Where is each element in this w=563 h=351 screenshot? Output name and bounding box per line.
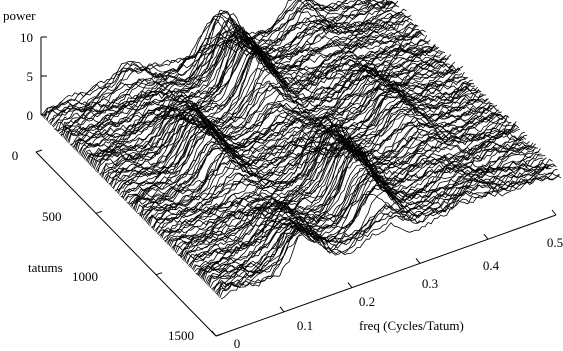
surface-slice [217, 168, 558, 296]
surface-slice [52, 1, 394, 128]
surface-slice [109, 61, 450, 186]
surface-slice [202, 157, 543, 281]
surface-slice [50, 0, 385, 126]
y-axis [35, 151, 217, 337]
surface-slice [219, 174, 561, 298]
z-tick-label: 5 [27, 69, 34, 84]
surface-slice [73, 21, 414, 149]
surface-slice [204, 153, 546, 284]
surface-slice [161, 111, 502, 239]
z-axis-label: power [3, 8, 36, 23]
x-tick [551, 209, 557, 216]
surface-slice [85, 29, 426, 161]
y-axis-label: tatums [28, 260, 63, 275]
surface-slice [78, 24, 419, 154]
surface-slice [117, 67, 459, 195]
x-tick-label: 0 [234, 336, 241, 351]
surface-slice [137, 85, 478, 215]
surface-slice [203, 159, 545, 282]
surface-slice [130, 83, 471, 207]
x-tick-label: 0.2 [359, 294, 375, 309]
y-tick-label: 0 [12, 148, 19, 163]
y-tick-label: 1000 [72, 269, 98, 284]
surface-slice [208, 162, 549, 287]
surface-slice [124, 71, 465, 201]
x-tick-label: 0.4 [483, 258, 500, 273]
y-tick [155, 272, 163, 276]
surface-slice [91, 45, 432, 168]
surface-slice [185, 136, 527, 264]
x-tick [483, 233, 489, 240]
surface-slice [95, 43, 436, 171]
surface-slice [215, 163, 557, 295]
surface-slice [58, 1, 400, 134]
surface-slice [201, 153, 542, 280]
x-axis-label: freq (Cycles/Tatum) [359, 318, 464, 333]
y-tick-label: 1500 [168, 328, 194, 343]
x-axis [215, 214, 557, 337]
surface-slice [51, 0, 393, 127]
surface-slice [76, 24, 418, 153]
surface-slice [220, 172, 562, 300]
x-tick-label: 0.1 [297, 318, 313, 333]
surface-slice [107, 57, 448, 184]
surface-slice [126, 76, 467, 204]
x-tick [211, 330, 217, 337]
surface-slice [192, 142, 534, 271]
surface-slice [68, 19, 410, 144]
y-ticks: 0 500 1000 1500 [12, 148, 223, 343]
surface-slice [80, 34, 422, 156]
y-tick [215, 333, 223, 337]
x-tick [279, 306, 285, 313]
surface-slice [81, 31, 423, 158]
surface-slice [64, 13, 406, 140]
surface-slice [122, 65, 464, 200]
surface-slice [146, 98, 488, 224]
surface-slice [63, 11, 405, 139]
surface-slice [186, 134, 528, 265]
surface-slice [110, 54, 452, 187]
x-ticks: 0 0.1 0.2 0.3 0.4 0.5 [211, 209, 563, 351]
x-tick-label: 0.5 [547, 235, 563, 250]
x-tick [347, 282, 353, 288]
z-tick-label: 10 [20, 30, 33, 45]
surface-slice [172, 124, 513, 250]
surface-slice [105, 54, 447, 182]
x-tick-label: 0.3 [422, 276, 438, 291]
surface-slice [195, 143, 536, 276]
surface-slice [168, 115, 510, 247]
surface-slice [99, 51, 441, 176]
surface-slice [44, 0, 382, 119]
surface-slice [159, 105, 500, 237]
y-tick [95, 210, 103, 214]
surface-slice [72, 16, 413, 148]
surface-slice [214, 163, 556, 294]
surface-slice [184, 131, 525, 263]
y-tick [35, 149, 43, 153]
surface-slice [139, 91, 481, 217]
surface-slice [218, 173, 559, 297]
surface-slice [90, 39, 431, 166]
surface-lines [40, 0, 562, 300]
surface-slice [49, 0, 390, 124]
surface-slice [43, 0, 348, 118]
surface-slice [144, 98, 486, 222]
surface-slice [61, 14, 402, 137]
surface-slice [92, 47, 434, 169]
surface-slice [177, 127, 518, 257]
surface-slice [140, 89, 482, 218]
surface-slice [194, 148, 535, 273]
z-ticks: 0 5 10 [20, 30, 47, 123]
surface-slice [179, 128, 521, 258]
y-tick-label: 500 [42, 209, 62, 224]
z-tick-label: 0 [27, 108, 34, 123]
x-tick [415, 258, 421, 264]
surface-slice [112, 60, 453, 189]
